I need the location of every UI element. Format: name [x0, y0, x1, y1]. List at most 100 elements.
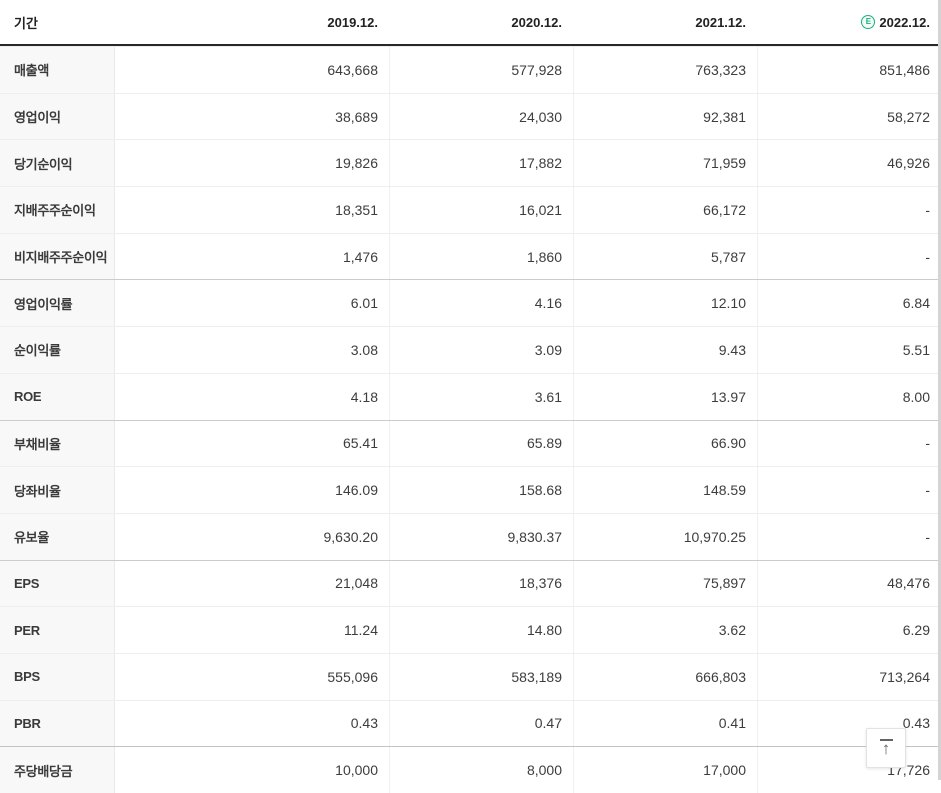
- cell-value-2020: 0.47: [389, 700, 573, 747]
- table-row: 비지배주주순이익 1,476 1,860 5,787 -: [0, 232, 941, 280]
- cell-value-2020: 158.68: [389, 467, 573, 513]
- cell-value-2020: 65.89: [389, 420, 573, 467]
- row-label: 영업이익률: [0, 280, 115, 327]
- row-label: 유보율: [0, 513, 115, 560]
- row-label: PER: [0, 607, 115, 653]
- cell-value-2019: 4.18: [115, 373, 389, 420]
- cell-value-2019: 0.43: [115, 700, 389, 747]
- cell-value-2022: 851,486: [757, 47, 941, 93]
- scroll-to-top-button[interactable]: ↑: [866, 728, 906, 768]
- cell-value-2019: 555,096: [115, 653, 389, 700]
- cell-value-2019: 6.01: [115, 280, 389, 327]
- row-label: EPS: [0, 560, 115, 607]
- cell-value-2019: 19,826: [115, 140, 389, 187]
- cell-value-2020: 16,021: [389, 187, 573, 233]
- cell-value-2019: 65.41: [115, 420, 389, 467]
- header-column-2020: 2020.12.: [511, 14, 562, 30]
- row-label: 당좌비율: [0, 467, 115, 513]
- page-right-edge-divider: [938, 0, 941, 780]
- table-header-row: 기간 2019.12. 2020.12. 2021.12. E 2022.12.: [0, 0, 938, 46]
- table-row: 유보율 9,630.20 9,830.37 10,970.25 -: [0, 512, 941, 560]
- header-period-label: 기간: [14, 15, 38, 31]
- cell-value-2020: 583,189: [389, 653, 573, 700]
- cell-value-2022: -: [757, 467, 941, 513]
- cell-value-2020: 17,882: [389, 140, 573, 187]
- cell-value-2020: 3.61: [389, 373, 573, 420]
- row-label: 당기순이익: [0, 140, 115, 187]
- header-column-2022-estimate: E 2022.12.: [757, 0, 941, 44]
- cell-value-2022: 0.43: [757, 700, 941, 747]
- cell-value-2021: 9.43: [573, 327, 757, 373]
- cell-value-2022: 58,272: [757, 93, 941, 140]
- cell-value-2022: 46,926: [757, 140, 941, 187]
- up-arrow-icon: ↑: [881, 739, 891, 758]
- cell-value-2022: 6.29: [757, 607, 941, 653]
- scroll-to-top-bar-icon: [879, 739, 893, 741]
- row-label: PBR: [0, 700, 115, 747]
- table-row: 지배주주순이익 18,351 16,021 66,172 -: [0, 186, 941, 233]
- cell-value-2022: 48,476: [757, 560, 941, 607]
- cell-value-2020: 14.80: [389, 607, 573, 653]
- row-label: 영업이익: [0, 93, 115, 140]
- table-row: 영업이익 38,689 24,030 92,381 58,272: [0, 92, 941, 140]
- row-label: 순이익률: [0, 327, 115, 373]
- table-row: 영업이익률 6.01 4.16 12.10 6.84: [0, 279, 941, 327]
- cell-value-2019: 11.24: [115, 607, 389, 653]
- cell-value-2019: 146.09: [115, 467, 389, 513]
- cell-value-2020: 4.16: [389, 280, 573, 327]
- cell-value-2020: 18,376: [389, 560, 573, 607]
- header-column-2022-label: 2022.12.: [879, 14, 930, 30]
- table-row: PBR 0.43 0.47 0.41 0.43: [0, 699, 941, 747]
- cell-value-2020: 9,830.37: [389, 513, 573, 560]
- cell-value-2022: -: [757, 513, 941, 560]
- cell-value-2020: 1,860: [389, 233, 573, 280]
- table-row: ROE 4.18 3.61 13.97 8.00: [0, 372, 941, 420]
- cell-value-2021: 75,897: [573, 560, 757, 607]
- cell-value-2021: 5,787: [573, 233, 757, 280]
- cell-value-2020: 8,000: [389, 747, 573, 793]
- cell-value-2022: -: [757, 187, 941, 233]
- cell-value-2021: 3.62: [573, 607, 757, 653]
- row-label: 매출액: [0, 47, 115, 93]
- estimate-badge-icon: E: [861, 15, 876, 29]
- cell-value-2022: 713,264: [757, 653, 941, 700]
- header-column-2021: 2021.12.: [695, 14, 746, 30]
- cell-value-2021: 66.90: [573, 420, 757, 467]
- cell-value-2019: 18,351: [115, 187, 389, 233]
- cell-value-2019: 10,000: [115, 747, 389, 793]
- cell-value-2022: 8.00: [757, 373, 941, 420]
- table-row: EPS 21,048 18,376 75,897 48,476: [0, 559, 941, 607]
- table-row: BPS 555,096 583,189 666,803 713,264: [0, 652, 941, 700]
- cell-value-2021: 12.10: [573, 280, 757, 327]
- table-row: 순이익률 3.08 3.09 9.43 5.51: [0, 326, 941, 373]
- header-column-2019: 2019.12.: [327, 14, 378, 30]
- row-label: 지배주주순이익: [0, 187, 115, 233]
- cell-value-2021: 763,323: [573, 47, 757, 93]
- cell-value-2019: 21,048: [115, 560, 389, 607]
- row-label: BPS: [0, 653, 115, 700]
- table-row: PER 11.24 14.80 3.62 6.29: [0, 606, 941, 653]
- table-row: 매출액 643,668 577,928 763,323 851,486: [0, 46, 941, 93]
- row-label: 비지배주주순이익: [0, 233, 115, 280]
- cell-value-2022: -: [757, 233, 941, 280]
- table-row: 당좌비율 146.09 158.68 148.59 -: [0, 466, 941, 513]
- cell-value-2021: 0.41: [573, 700, 757, 747]
- cell-value-2021: 17,000: [573, 747, 757, 793]
- table-row: 주당배당금 10,000 8,000 17,000 17,726: [0, 746, 941, 793]
- cell-value-2019: 1,476: [115, 233, 389, 280]
- cell-value-2019: 9,630.20: [115, 513, 389, 560]
- cell-value-2022: 6.84: [757, 280, 941, 327]
- cell-value-2020: 24,030: [389, 93, 573, 140]
- cell-value-2021: 666,803: [573, 653, 757, 700]
- cell-value-2021: 10,970.25: [573, 513, 757, 560]
- table-row: 부채비율 65.41 65.89 66.90 -: [0, 419, 941, 467]
- cell-value-2019: 3.08: [115, 327, 389, 373]
- cell-value-2019: 643,668: [115, 47, 389, 93]
- row-label: ROE: [0, 373, 115, 420]
- row-label: 부채비율: [0, 420, 115, 467]
- row-label: 주당배당금: [0, 747, 115, 793]
- cell-value-2021: 13.97: [573, 373, 757, 420]
- cell-value-2021: 148.59: [573, 467, 757, 513]
